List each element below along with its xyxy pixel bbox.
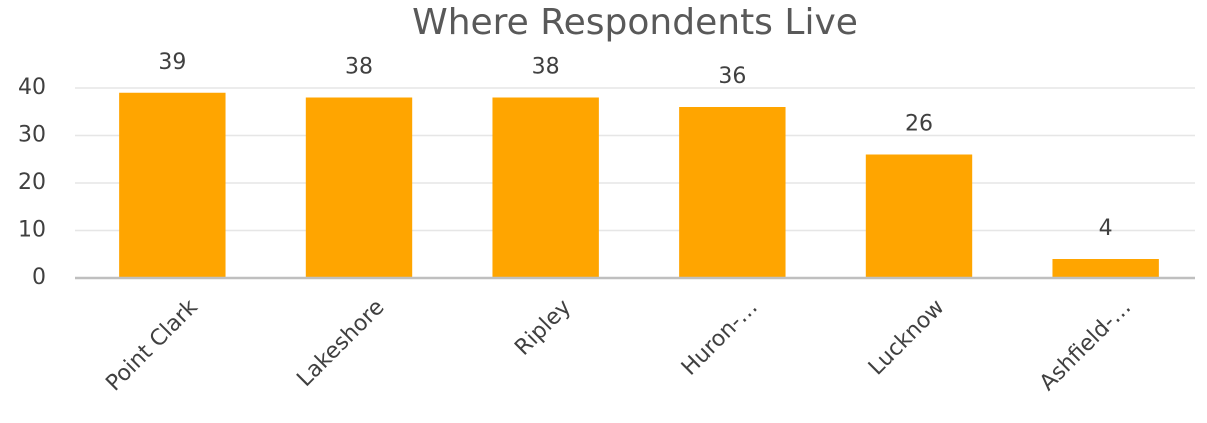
bar <box>119 92 226 278</box>
y-tick-label: 10 <box>18 218 46 243</box>
y-tick-label: 0 <box>32 265 46 290</box>
y-tick-label: 30 <box>18 123 46 148</box>
x-tick-label: Huron-… <box>677 295 763 381</box>
y-tick-label: 20 <box>18 170 46 195</box>
x-tick-label: Point Clark <box>101 295 203 397</box>
data-label: 39 <box>158 50 186 75</box>
bar <box>865 154 973 278</box>
data-label: 38 <box>532 55 560 80</box>
bar <box>305 97 413 278</box>
data-label: 38 <box>345 55 373 80</box>
bar <box>1052 259 1159 278</box>
x-tick-label: Lakeshore <box>292 295 389 392</box>
x-tick-label: Ripley <box>510 295 576 361</box>
chart-title: Where Respondents Live <box>412 2 858 43</box>
x-tick-label: Lucknow <box>864 295 950 381</box>
data-label: 4 <box>1099 216 1113 241</box>
bar <box>492 97 599 278</box>
y-tick-label: 40 <box>18 75 46 100</box>
x-tick-label: Ashfield-… <box>1035 295 1136 396</box>
bar <box>679 107 786 278</box>
data-label: 36 <box>718 64 746 89</box>
data-label: 26 <box>905 112 933 137</box>
